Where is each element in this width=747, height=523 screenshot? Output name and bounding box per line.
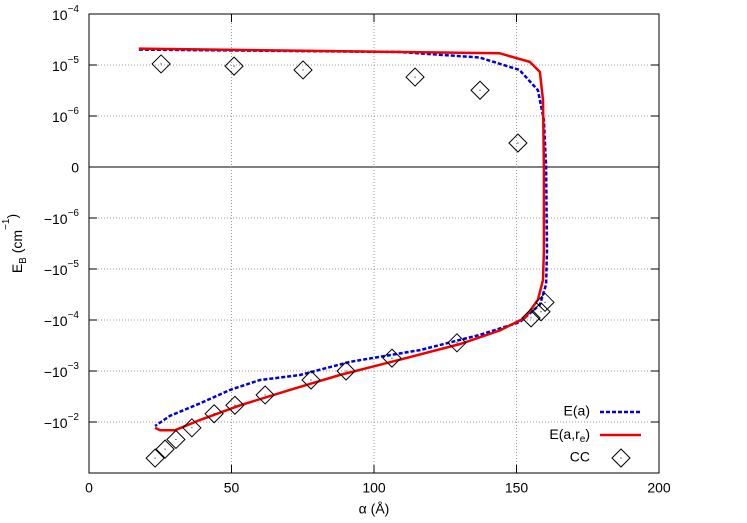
- y-tick-label: −10−5: [44, 259, 80, 278]
- x-tick-label: 200: [647, 480, 671, 496]
- marker: [145, 448, 165, 468]
- marker: [301, 370, 321, 390]
- marker: [224, 56, 244, 76]
- y-axis-label-part: (cm: [9, 230, 25, 257]
- marker: [166, 429, 186, 450]
- marker: [293, 60, 313, 80]
- x-tick-label: 150: [505, 480, 529, 496]
- marker: [405, 67, 425, 87]
- marker: [225, 395, 245, 415]
- marker: [182, 418, 202, 438]
- y-axis-label-part: ): [4, 214, 20, 219]
- y-tick-label-base: −10: [44, 415, 68, 431]
- legend-label-part: E(a,r: [549, 426, 580, 442]
- legend-label: E(a): [564, 403, 590, 419]
- line: [138, 47, 546, 432]
- marker: [447, 333, 467, 353]
- y-tick-label-exp: −5: [68, 55, 80, 66]
- y-tick-label-base: −10: [44, 364, 68, 380]
- marker: [336, 361, 356, 381]
- marker: [382, 348, 402, 368]
- y-tick-label: 10−5: [52, 55, 79, 74]
- x-axis-label: α (Å): [359, 501, 390, 517]
- legend-label: E(a,re): [549, 426, 590, 445]
- y-axis-label-part: B: [18, 257, 29, 264]
- y-tick-label: −10−4: [44, 310, 80, 329]
- legend-label-part: ): [585, 426, 590, 442]
- x-tick-label: 100: [362, 480, 386, 496]
- y-tick-label-exp: −2: [68, 412, 80, 423]
- line: [138, 48, 549, 428]
- y-tick-label-base: −10: [44, 262, 68, 278]
- y-tick-label-exp: −4: [68, 310, 80, 321]
- marker: [531, 302, 551, 322]
- y-tick-label: −10−2: [44, 412, 80, 431]
- marker: [535, 292, 555, 313]
- marker: [521, 308, 541, 328]
- y-tick-label-base: −10: [44, 211, 68, 227]
- y-tick-label-exp: −5: [68, 259, 80, 270]
- y-tick-label-base: 10: [52, 7, 68, 23]
- y-tick-label: 0: [71, 160, 79, 176]
- legend-label: CC: [570, 449, 590, 465]
- x-tick-label: 0: [85, 480, 93, 496]
- y-tick-label: −10−6: [44, 208, 80, 227]
- y-tick-label-base: 10: [52, 58, 68, 74]
- y-tick-label-exp: −4: [68, 4, 80, 15]
- plot-frame: [88, 13, 660, 474]
- x-tick-label: 50: [224, 480, 240, 496]
- marker: [470, 80, 490, 100]
- y-tick-label: 10−6: [52, 106, 79, 125]
- marker: [508, 133, 528, 153]
- y-tick-label-base: −10: [44, 313, 68, 329]
- marker: [155, 439, 175, 459]
- legend-marker: [611, 448, 631, 468]
- marker: [151, 54, 171, 74]
- legend-label-part: e: [580, 434, 586, 445]
- marker: [204, 404, 224, 424]
- y-axis-label-part: E: [9, 264, 25, 273]
- marker: [255, 385, 275, 405]
- y-tick-label: −10−3: [44, 361, 80, 380]
- y-tick-label-exp: −6: [68, 106, 80, 117]
- y-axis-label: EB (cm−1): [1, 214, 29, 273]
- y-tick-label-exp: −3: [68, 361, 80, 372]
- y-tick-label-base: 10: [52, 109, 68, 125]
- y-tick-label: 10−4: [52, 4, 79, 23]
- y-tick-label-exp: −6: [68, 208, 80, 219]
- y-axis-label-part: −1: [1, 218, 12, 230]
